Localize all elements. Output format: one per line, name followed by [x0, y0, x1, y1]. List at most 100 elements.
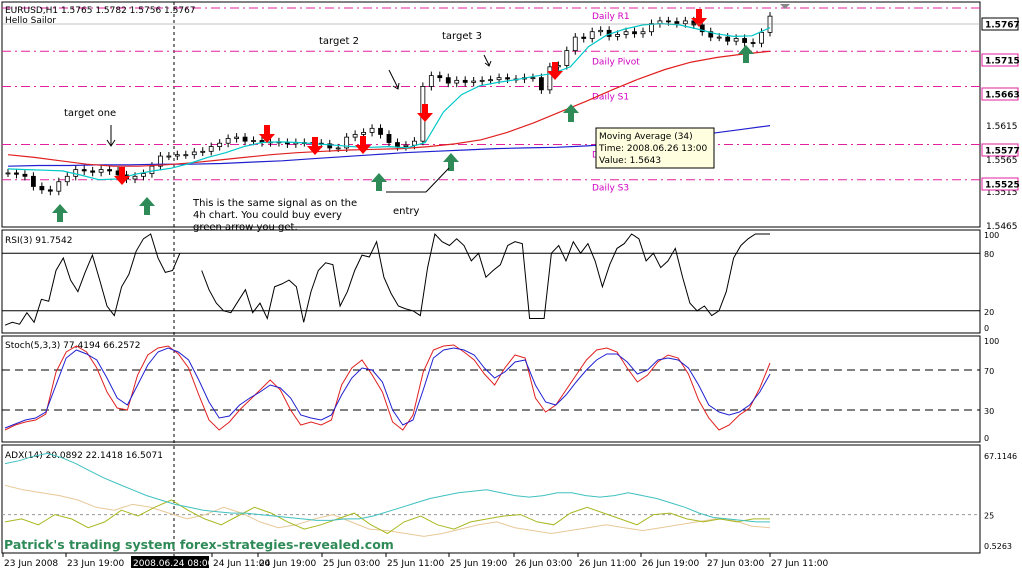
adx-plus-line — [4, 499, 770, 535]
down-arrow — [307, 137, 323, 155]
candle-body — [708, 31, 714, 38]
x-tick-label: 27 Jun 03:00 — [707, 559, 764, 569]
candle-body — [98, 169, 104, 173]
candle-body — [56, 181, 62, 192]
candle-body — [581, 36, 587, 39]
watermark: Patrick's trading system forex-strategie… — [4, 537, 394, 552]
x-tick-label: 25 Jun 11:00 — [387, 559, 444, 569]
candle-body — [395, 142, 400, 147]
candle-body — [208, 146, 214, 152]
rsi-level: 20 — [984, 308, 994, 317]
candle-body — [81, 169, 87, 172]
x-tick-label: 24 Jun 11:00 — [213, 559, 270, 569]
candle-body — [64, 175, 70, 183]
candle-body — [344, 136, 350, 149]
candle-body — [22, 173, 28, 177]
price-box-label: 1.5577 — [985, 147, 1020, 157]
price-box — [981, 177, 1019, 191]
x-tick-label: 23 Jun 2008 — [4, 559, 58, 569]
stoch-signal-line — [4, 344, 771, 431]
candle-body — [462, 79, 468, 83]
down-arrow — [417, 104, 433, 122]
annotation-arrow — [106, 125, 116, 147]
annotation: target 2 — [319, 36, 359, 47]
annotation-arrow — [483, 54, 492, 67]
price-box — [981, 143, 1019, 157]
annotation-arrow — [388, 69, 400, 90]
price-tick: 1.5465 — [986, 222, 1018, 232]
candle-body — [14, 172, 19, 175]
candle-body — [759, 31, 764, 44]
tooltip-value: Value: 1.5643 — [599, 156, 661, 166]
annotation: target one — [64, 108, 116, 119]
adx-minus-line — [4, 484, 771, 537]
candle-body — [445, 77, 451, 84]
x-tick-label: 26 Jun 03:00 — [515, 559, 572, 569]
candle-body — [615, 34, 620, 37]
candle-body — [157, 155, 163, 167]
candle-body — [632, 31, 637, 35]
candle-body — [699, 24, 705, 33]
down-arrow — [259, 125, 275, 143]
down-arrow — [547, 62, 563, 80]
ma-tooltip — [595, 127, 715, 169]
candle-body — [369, 127, 375, 133]
stoch-level: 70 — [984, 367, 994, 376]
x-tick-label: 26 Jun 11:00 — [579, 559, 636, 569]
up-arrow — [371, 173, 387, 191]
adx-main-line — [4, 452, 770, 523]
rsi-line — [4, 233, 181, 326]
rsi-level: 100 — [984, 231, 999, 240]
x-tick-label: 23 Jun 19:00 — [67, 559, 124, 569]
candle-body — [539, 77, 544, 91]
candle-body — [589, 31, 595, 39]
stoch-level: 0 — [984, 434, 989, 443]
pivot-label: Daily S1 — [592, 92, 629, 102]
price-tick: 1.5615 — [986, 122, 1018, 132]
adx-level: 25 — [984, 512, 994, 521]
x-tick-label: 26 Jun 19:00 — [642, 559, 699, 569]
candle-body — [623, 31, 629, 35]
candle-body — [742, 38, 747, 43]
candle-body — [640, 31, 646, 35]
candle-body — [386, 134, 392, 143]
cursor-time-label: 2008.06.24 08:00 — [133, 559, 214, 569]
price-box-label: 1.5663 — [985, 91, 1020, 101]
candle-body — [47, 189, 53, 192]
candle-body — [479, 79, 485, 82]
rsi-line — [201, 232, 770, 323]
up-arrow — [139, 197, 155, 215]
candle-body — [73, 169, 79, 177]
candle-body — [649, 23, 654, 33]
candle-body — [572, 36, 578, 52]
annotation: This is the same signal as on the — [192, 198, 357, 209]
adx-level: 0.5263 — [984, 542, 1012, 551]
candle-body — [352, 134, 358, 138]
x-tick-label: 24 Jun 19:00 — [259, 559, 316, 569]
candle-body — [166, 155, 172, 158]
candle-body — [361, 131, 367, 135]
pivot-label: Daily R1 — [592, 12, 630, 22]
candle-body — [411, 140, 417, 146]
shift-marker — [780, 4, 790, 9]
candle-body — [30, 175, 36, 187]
price-box-label: 1.5767 — [985, 21, 1020, 31]
candle-body — [547, 66, 553, 91]
candle-body — [174, 154, 180, 157]
candle-body — [132, 175, 138, 180]
cursor-time-box — [131, 556, 209, 568]
main-panel — [1, 1, 981, 228]
annotation: green arrow you get. — [193, 222, 298, 233]
price-tick: 1.5565 — [986, 156, 1018, 166]
candle-body — [217, 142, 223, 147]
candle-body — [725, 36, 731, 42]
pivot-label: Daily Pivot — [592, 57, 640, 67]
rsi-label: RSI(3) 91.7542 — [5, 236, 72, 246]
candle-body — [225, 138, 231, 144]
candle-body — [564, 50, 570, 66]
candle-body — [5, 172, 11, 175]
candle-body — [191, 151, 197, 156]
up-arrow — [563, 104, 579, 122]
price-box-label: 1.5525 — [985, 181, 1020, 191]
